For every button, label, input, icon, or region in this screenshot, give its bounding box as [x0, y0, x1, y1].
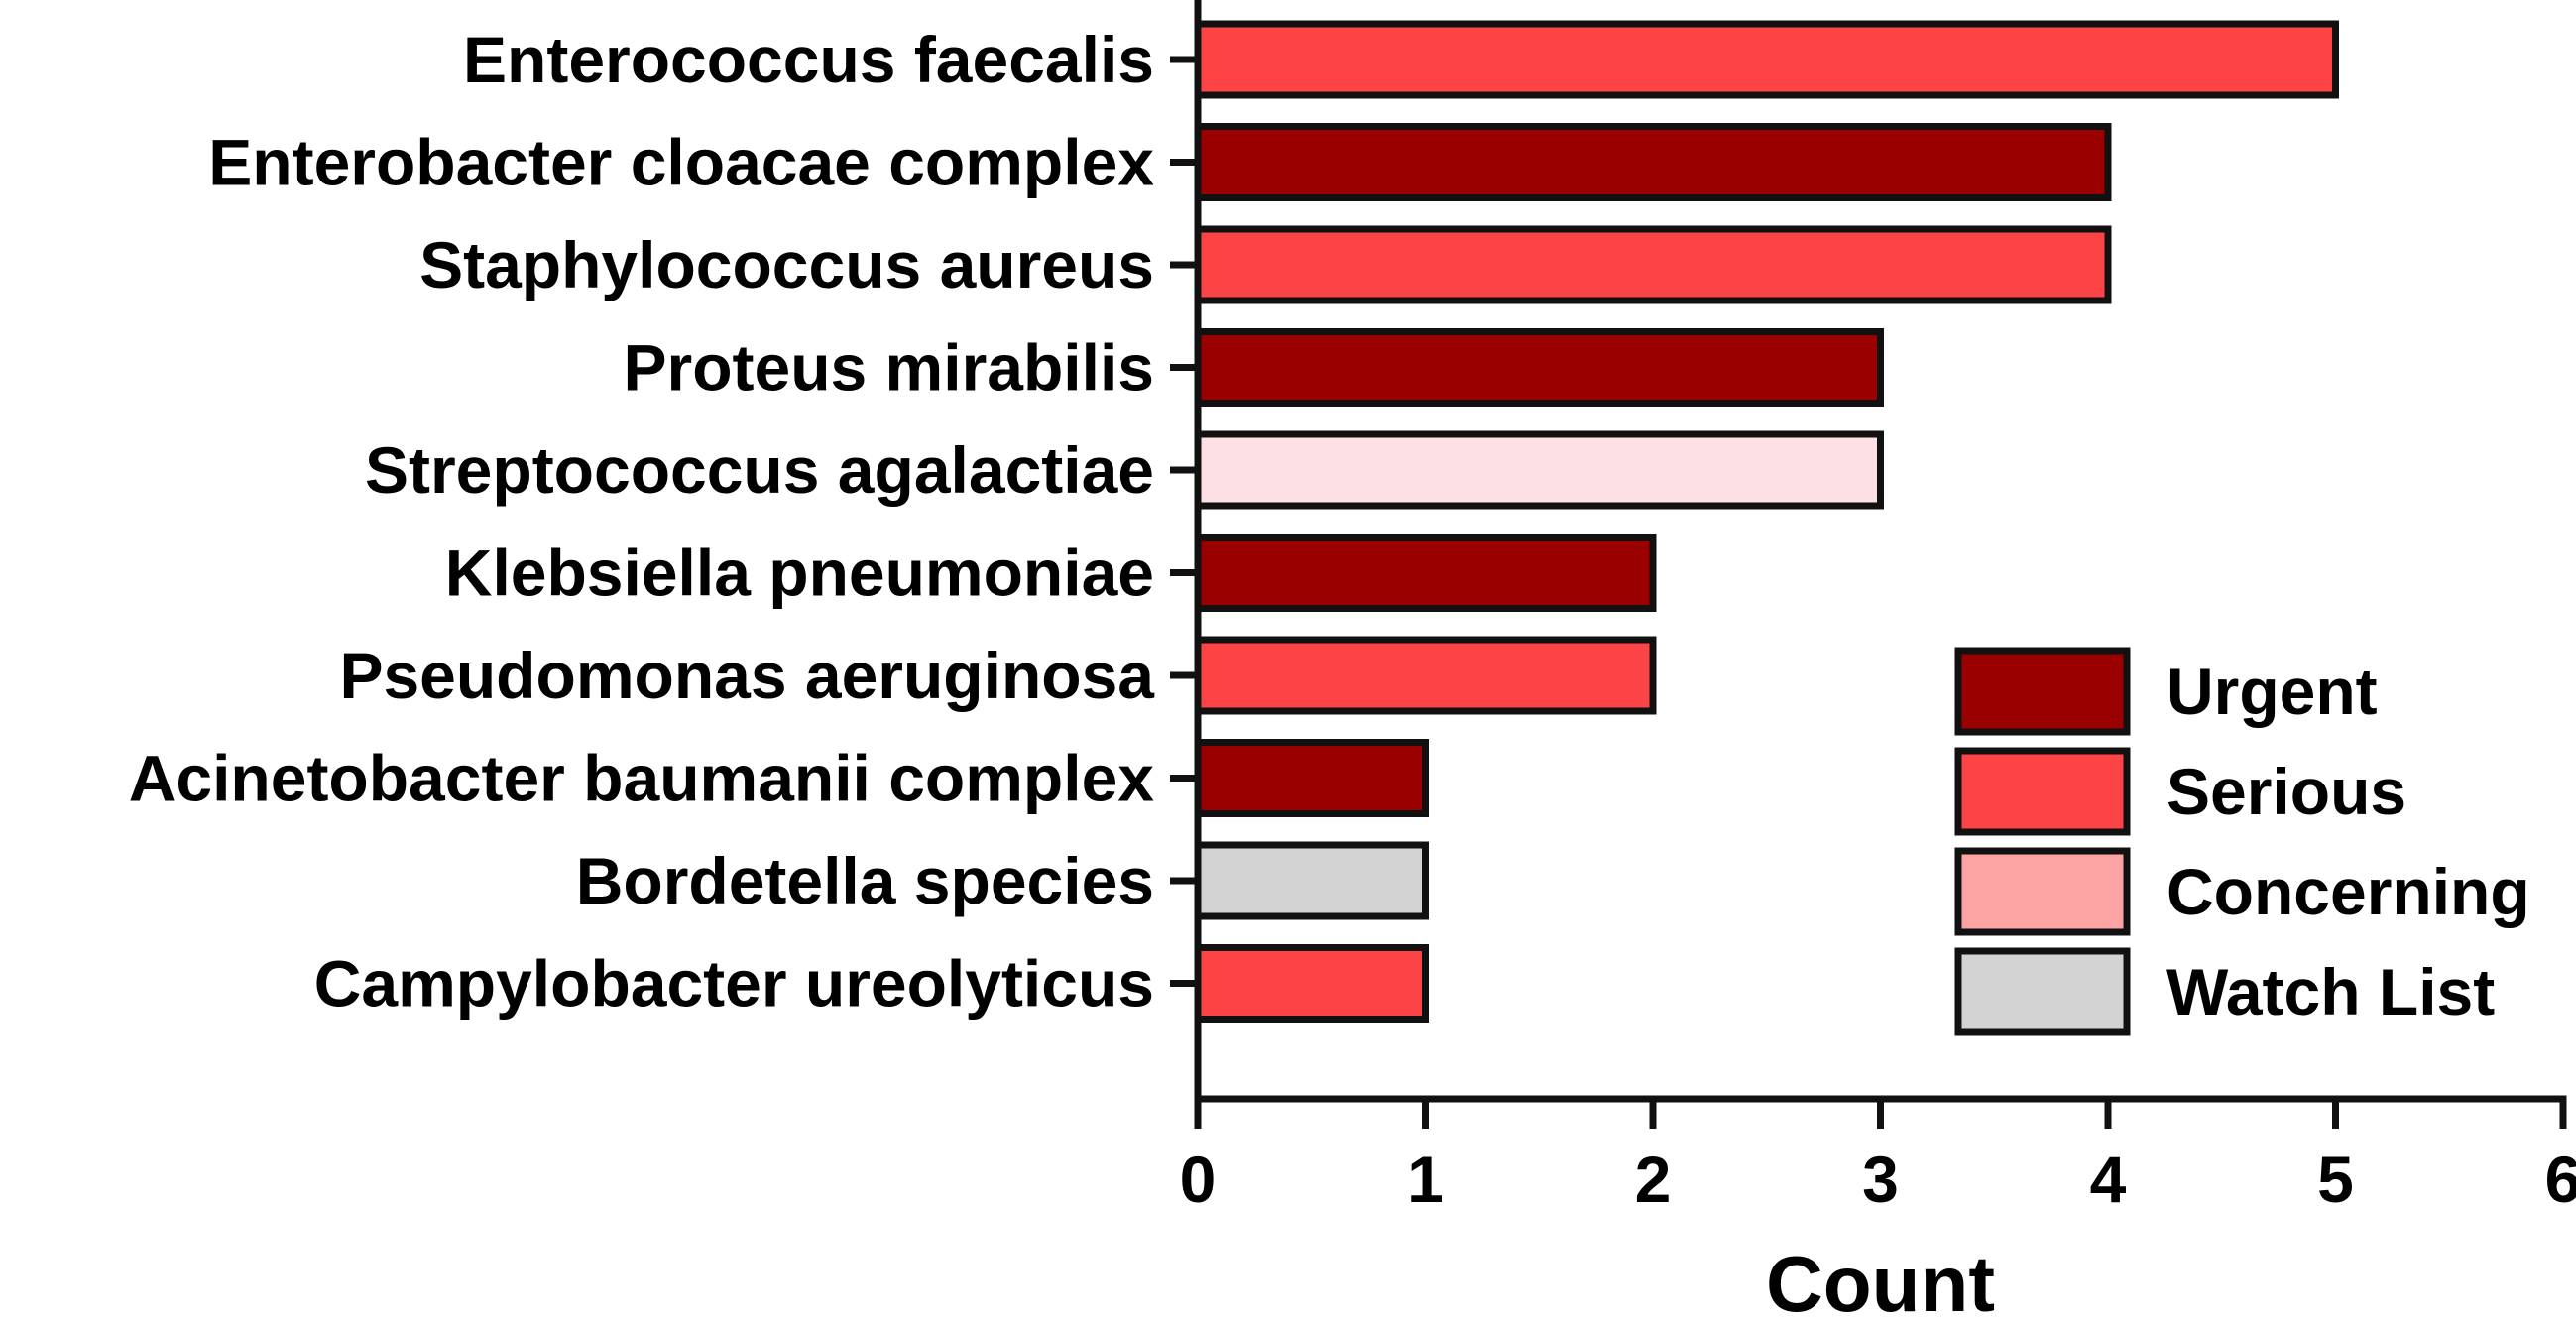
x-tick-label: 0	[1180, 1143, 1217, 1216]
category-label: Enterococcus faecalis	[463, 23, 1154, 96]
x-axis-title: Count	[1766, 1240, 1995, 1326]
category-label: Enterobacter cloacae complex	[208, 126, 1154, 199]
x-tick-label: 1	[1407, 1143, 1444, 1216]
legend-label-serious: Serious	[2166, 755, 2406, 828]
bar-acinetobacter-baumanii-complex	[1194, 739, 1429, 817]
bar-bordetella-species	[1194, 841, 1429, 920]
category-label: Streptococcus agalactiae	[365, 433, 1154, 507]
bars-group	[1194, 20, 2339, 1023]
bar-klebsiella-pneumoniae	[1194, 534, 1657, 612]
legend-label-watch-list: Watch List	[2166, 955, 2495, 1028]
legend-label-urgent: Urgent	[2166, 655, 2378, 728]
x-tick-label: 3	[1862, 1143, 1899, 1216]
category-label: Campylobacter ureolyticus	[314, 947, 1154, 1021]
x-axis: 0 1 2 3 4 5 6	[1180, 1095, 2576, 1216]
category-label: Proteus mirabilis	[623, 331, 1154, 405]
bar-proteus-mirabilis	[1194, 328, 1884, 407]
bar-pseudomonas-aeruginosa	[1194, 636, 1657, 715]
bar-staphylococcus-aureus	[1194, 225, 2112, 304]
legend: Urgent Serious Concerning Watch List	[1954, 647, 2530, 1036]
legend-swatch-urgent	[1954, 647, 2131, 736]
x-tick-label: 5	[2317, 1143, 2354, 1216]
legend-swatch-concerning	[1954, 847, 2131, 936]
category-label: Pseudomonas aeruginosa	[339, 639, 1155, 712]
category-label: Staphylococcus aureus	[419, 228, 1154, 301]
x-tick-label: 6	[2545, 1143, 2576, 1216]
legend-swatch-watch-list	[1954, 947, 2131, 1036]
category-label: Klebsiella pneumoniae	[445, 537, 1154, 610]
category-label: Bordetella species	[576, 844, 1154, 917]
y-axis: Enterococcus faecalis Enterobacter cloaca…	[129, 0, 1202, 1103]
x-tick-label: 4	[2090, 1143, 2127, 1216]
legend-label-concerning: Concerning	[2166, 855, 2530, 928]
bar-enterococcus-faecalis	[1194, 20, 2339, 99]
x-tick-label: 2	[1635, 1143, 1672, 1216]
category-label: Acinetobacter baumanii complex	[129, 742, 1155, 815]
bar-enterobacter-cloacae-complex	[1194, 123, 2112, 201]
bar-streptococcus-agalactiae	[1194, 430, 1884, 510]
bar-campylobacter-ureolyticus	[1194, 944, 1429, 1023]
legend-swatch-serious	[1954, 747, 2131, 836]
